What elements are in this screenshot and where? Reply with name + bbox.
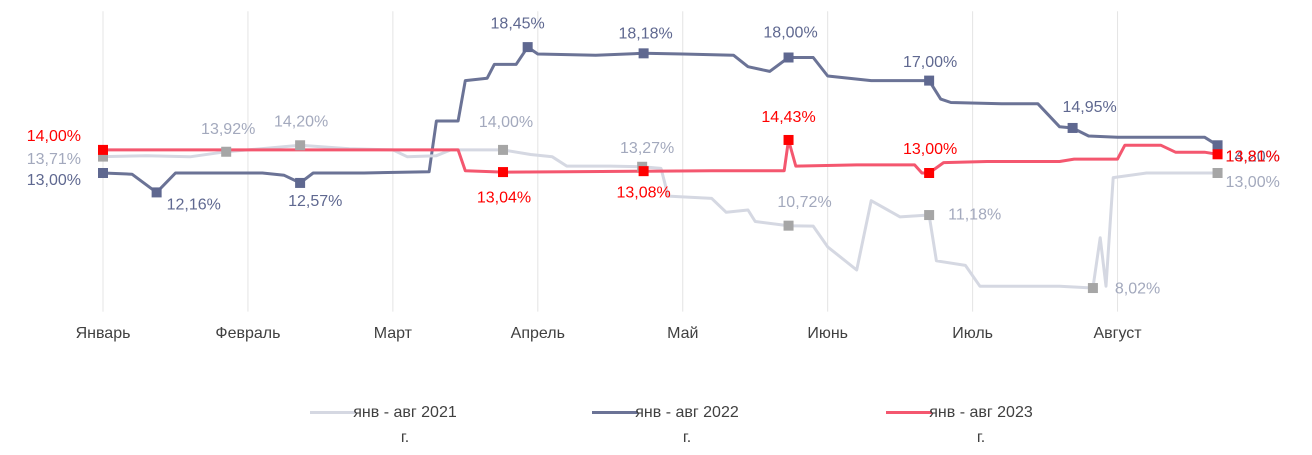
data-label: 12,57% [288, 193, 342, 210]
data-label: 10,72% [777, 194, 831, 211]
data-label: 13,00% [1226, 174, 1280, 191]
data-label: 11,18% [948, 206, 1001, 223]
data-label: 13,04% [477, 189, 531, 206]
point-marker [498, 167, 509, 178]
point-marker [1212, 168, 1223, 178]
x-tick-label: Август [1093, 325, 1142, 342]
point-marker [295, 140, 306, 151]
data-label: 18,18% [618, 26, 672, 43]
point-marker [783, 134, 794, 145]
point-marker [1212, 149, 1223, 160]
data-label: 14,20% [274, 113, 328, 130]
data-label: 8,02% [1115, 280, 1160, 297]
data-label: 14,43% [761, 109, 815, 126]
point-marker [98, 144, 108, 155]
data-label: 18,00% [763, 25, 817, 42]
legend-swatch [886, 411, 932, 414]
point-marker [522, 42, 533, 53]
plot: 13,00% 12,16% 12,57% 18,45% 18,18% 18,00% 17,0… [27, 15, 1280, 297]
data-label: 14,95% [1062, 99, 1116, 116]
data-label: 13,92% [201, 121, 255, 138]
point-marker [783, 220, 794, 231]
point-marker [498, 144, 509, 155]
data-label: 13,27% [620, 140, 674, 157]
point-marker [98, 168, 108, 178]
legend-label: янв - авг 2021 г. [353, 404, 457, 446]
point-marker [783, 52, 794, 63]
x-tick-label: Май [667, 325, 698, 342]
legend-label: янв - авг 2022 г. [635, 404, 739, 446]
x-tick-label: Апрель [511, 325, 565, 342]
chart: Январь Февраль Март Апрель Май Июнь Июль Август… [27, 11, 1280, 342]
point-marker [638, 48, 649, 59]
point-marker [1087, 283, 1098, 294]
data-label: 18,45% [491, 15, 545, 32]
data-label: 13,71% [27, 151, 81, 168]
data-label: 14,00% [479, 114, 533, 131]
point-marker [924, 168, 935, 178]
legend-swatch [592, 411, 638, 414]
point-marker [98, 151, 108, 162]
data-label: 17,00% [903, 54, 957, 71]
legend-label: янв - авг 2023 г. [929, 404, 1033, 446]
point-marker [924, 75, 935, 86]
data-label: 14,00% [27, 128, 81, 145]
data-label: 14,20% [1226, 148, 1280, 165]
x-tick-label: Март [374, 325, 413, 342]
x-tick-label: Февраль [215, 325, 280, 342]
point-marker [295, 177, 306, 188]
point-marker [638, 166, 649, 177]
series-line [102, 143, 1218, 290]
point-marker [1067, 122, 1078, 133]
x-tick-label: Июль [952, 325, 993, 342]
data-label: 12,16% [167, 197, 221, 214]
x-tick-label: Январь [76, 325, 131, 342]
point-marker [1212, 140, 1223, 151]
data-label: 13,00% [903, 141, 957, 158]
x-tick-label: Июнь [807, 325, 848, 342]
data-label: 13,81% [1226, 149, 1280, 166]
data-label: 13,08% [616, 184, 670, 201]
series-line [102, 45, 1219, 194]
point-marker [924, 210, 935, 221]
data-label: 13,00% [27, 172, 81, 189]
point-marker [221, 146, 232, 157]
legend-swatch [310, 411, 356, 414]
series-line [103, 138, 1218, 175]
point-marker [151, 187, 162, 198]
